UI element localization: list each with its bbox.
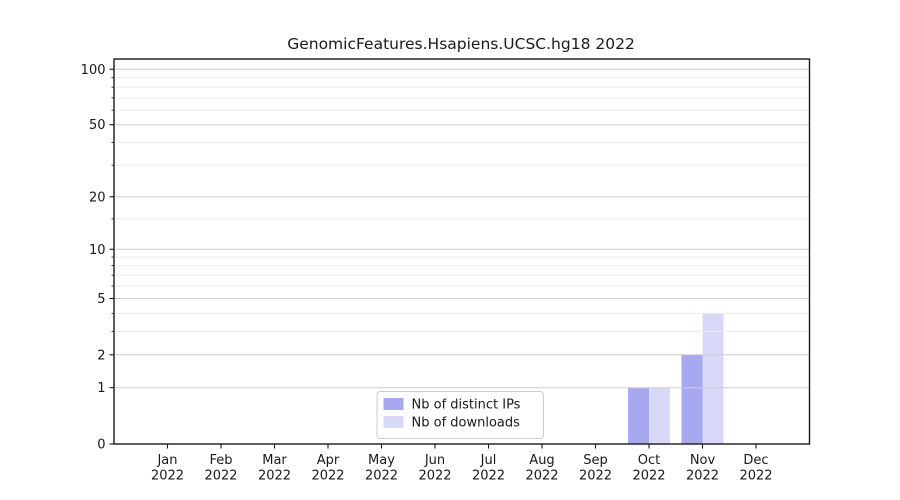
x-tick-label-month: Nov [690, 453, 716, 468]
legend-box [376, 391, 544, 439]
x-tick-label-month: Sep [583, 453, 608, 468]
x-tick-label-year: 2022 [472, 469, 505, 484]
y-tick-label: 0 [97, 438, 105, 453]
x-tick-label-year: 2022 [525, 469, 558, 484]
x-tick-label-year: 2022 [311, 469, 344, 484]
x-tick-label-year: 2022 [686, 469, 719, 484]
x-tick-label-month: Jun [424, 453, 445, 468]
legend-swatch-downloads [383, 416, 404, 428]
x-tick-label-month: Aug [529, 453, 554, 468]
legend-swatch-ips [383, 398, 404, 410]
chart-title: GenomicFeatures.Hsapiens.UCSC.hg18 2022 [287, 35, 635, 53]
x-tick-label-month: Feb [209, 453, 232, 468]
x-tick-label-year: 2022 [258, 469, 291, 484]
bar-downloads-nov [702, 313, 724, 444]
bar-ips-oct [628, 387, 649, 444]
y-tick-label: 20 [89, 190, 106, 205]
x-tick-label-month: Jan [156, 453, 177, 468]
x-tick-label-month: Apr [317, 453, 340, 468]
legend-label: Nb of distinct IPs [412, 398, 521, 413]
x-tick-label-year: 2022 [365, 469, 398, 484]
x-tick-label-year: 2022 [579, 469, 612, 484]
plot-border [113, 58, 811, 445]
x-tick-label-month: Oct [638, 453, 660, 468]
x-tick-label-year: 2022 [151, 469, 184, 484]
x-tick-label-month: May [368, 453, 395, 468]
y-tick-label: 50 [89, 118, 106, 133]
y-tick-label: 2 [97, 348, 105, 363]
bar-downloads-oct [649, 387, 670, 444]
legend-label: Nb of downloads [412, 416, 521, 431]
x-tick-label-year: 2022 [739, 469, 772, 484]
y-tick-label: 1 [97, 381, 105, 396]
y-tick-label: 100 [81, 63, 106, 78]
x-tick-label-year: 2022 [204, 469, 237, 484]
x-tick-label-year: 2022 [632, 469, 665, 484]
x-tick-label-month: Mar [262, 453, 287, 468]
y-tick-label: 10 [89, 243, 106, 258]
x-tick-label-month: Dec [743, 453, 768, 468]
x-tick-label-month: Jul [480, 453, 497, 468]
x-tick-label-year: 2022 [418, 469, 451, 484]
y-tick-label: 5 [97, 292, 105, 307]
bar-ips-nov [681, 354, 703, 444]
